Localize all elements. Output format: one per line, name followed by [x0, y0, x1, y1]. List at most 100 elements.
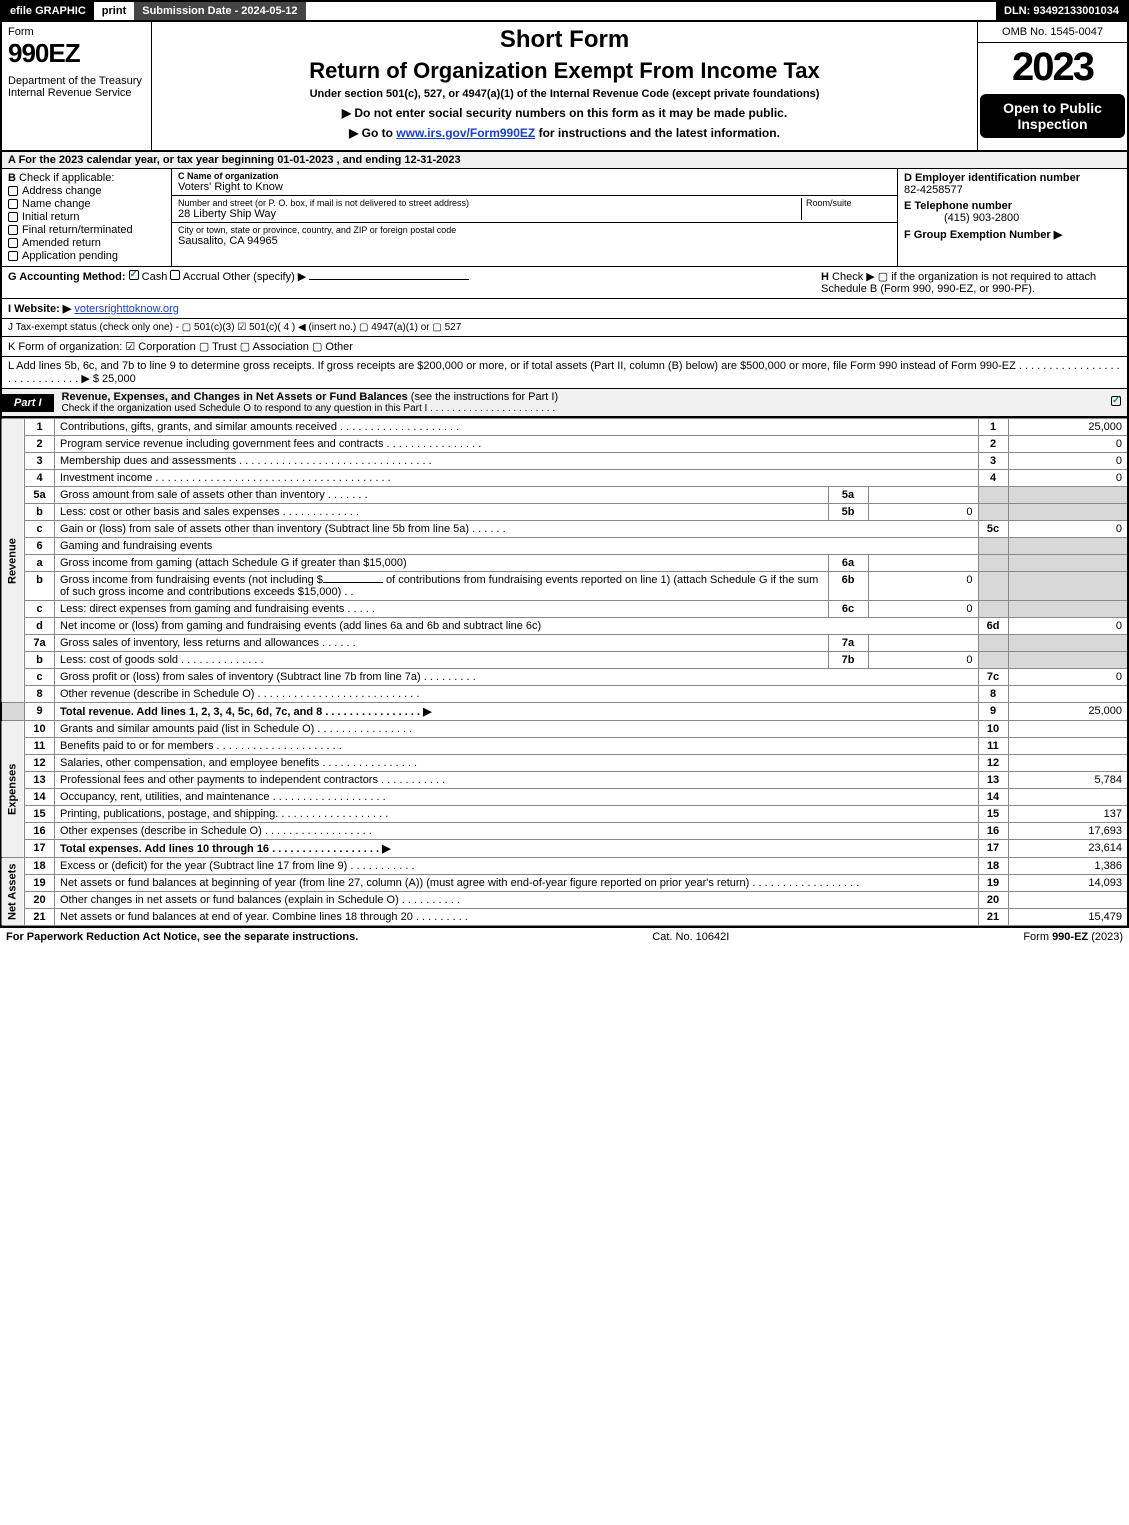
l-text: L Add lines 5b, 6c, and 7b to line 9 to … [8, 360, 1120, 385]
checkbox[interactable] [8, 238, 18, 248]
line-1-num: 1 [25, 419, 55, 436]
line-15-desc: Printing, publications, postage, and shi… [55, 806, 979, 823]
line-5c-num: c [25, 521, 55, 538]
line-20-col: 20 [978, 892, 1008, 909]
goto-pre: ▶ Go to [349, 126, 396, 140]
line-6c-shaded [978, 601, 1008, 618]
checkbox[interactable] [8, 251, 18, 261]
line-15-col: 15 [978, 806, 1008, 823]
ssn-warning: ▶ Do not enter social security numbers o… [160, 106, 969, 120]
top-bar: efile GRAPHIC print Submission Date - 20… [0, 0, 1129, 20]
line-11-col: 11 [978, 738, 1008, 755]
netassets-vertical-label: Net Assets [1, 858, 25, 926]
h-label: H [821, 271, 829, 283]
c-name-label: C Name of organization [178, 171, 279, 181]
print-label[interactable]: print [94, 2, 134, 20]
line-6a-num: a [25, 555, 55, 572]
line-16-desc: Other expenses (describe in Schedule O) … [55, 823, 979, 840]
line-15-num: 15 [25, 806, 55, 823]
line-17-col: 17 [978, 840, 1008, 858]
line-16-num: 16 [25, 823, 55, 840]
checkbox[interactable] [8, 212, 18, 222]
goto-line: ▶ Go to www.irs.gov/Form990EZ for instru… [160, 126, 969, 140]
line-4-num: 4 [25, 470, 55, 487]
line-a-text: A For the 2023 calendar year, or tax yea… [8, 154, 461, 166]
line-7c-val: 0 [1008, 669, 1128, 686]
line-10-desc: Grants and similar amounts paid (list in… [55, 721, 979, 738]
line-15-val: 137 [1008, 806, 1128, 823]
checkbox-label: Name change [22, 198, 91, 210]
line-8-num: 8 [25, 686, 55, 703]
checkbox[interactable] [8, 186, 18, 196]
line-7b-desc: Less: cost of goods sold . . . . . . . .… [55, 652, 829, 669]
line-3-desc: Membership dues and assessments . . . . … [55, 453, 979, 470]
section-i: I Website: ▶ votersrighttoknow.org [0, 298, 1129, 318]
line-6b-sub: 6b [828, 572, 868, 601]
line-6c-shaded2 [1008, 601, 1128, 618]
form-word: Form [8, 26, 145, 38]
g-accrual: Accrual [183, 271, 220, 283]
line-8-desc: Other revenue (describe in Schedule O) .… [55, 686, 979, 703]
line-12-val [1008, 755, 1128, 772]
irs-link[interactable]: www.irs.gov/Form990EZ [396, 126, 535, 140]
g-label: G Accounting Method: [8, 271, 126, 283]
section-g-h: G Accounting Method: Cash Accrual Other … [0, 266, 1129, 298]
i-label: I Website: ▶ [8, 303, 71, 315]
line-6b-shaded [978, 572, 1008, 601]
line-13-val: 5,784 [1008, 772, 1128, 789]
section-k: K Form of organization: ☑ Corporation ▢ … [0, 336, 1129, 356]
line-11-val [1008, 738, 1128, 755]
line-9-val: 25,000 [1008, 703, 1128, 721]
line-14-val [1008, 789, 1128, 806]
line-11-desc: Benefits paid to or for members . . . . … [55, 738, 979, 755]
section-j: J Tax-exempt status (check only one) - ▢… [0, 318, 1129, 336]
line-4-desc: Investment income . . . . . . . . . . . … [55, 470, 979, 487]
line-12-num: 12 [25, 755, 55, 772]
section-l: L Add lines 5b, 6c, and 7b to line 9 to … [0, 356, 1129, 388]
line-7b-shaded2 [1008, 652, 1128, 669]
line-5a-shaded2 [1008, 487, 1128, 504]
line-10-col: 10 [978, 721, 1008, 738]
line-6-shaded2 [1008, 538, 1128, 555]
b-checkbox-row: Application pending [8, 250, 165, 262]
submission-date: Submission Date - 2024-05-12 [134, 2, 305, 20]
website-link[interactable]: votersrighttoknow.org [74, 303, 179, 315]
b-checkbox-row: Initial return [8, 211, 165, 223]
line-18-col: 18 [978, 858, 1008, 875]
checkbox-label: Initial return [22, 211, 79, 223]
b-checkbox-row: Final return/terminated [8, 224, 165, 236]
checkbox-label: Final return/terminated [22, 224, 133, 236]
checkbox[interactable] [8, 199, 18, 209]
line-6b-subval: 0 [868, 572, 978, 601]
line-11-num: 11 [25, 738, 55, 755]
line-1-col: 1 [978, 419, 1008, 436]
part-1-checkbox[interactable] [1105, 396, 1127, 409]
checkbox-label: Address change [22, 185, 102, 197]
department: Department of the Treasury Internal Reve… [8, 75, 145, 99]
line-10-val [1008, 721, 1128, 738]
checkbox[interactable] [8, 225, 18, 235]
line-6a-desc: Gross income from gaming (attach Schedul… [55, 555, 829, 572]
line-21-val: 15,479 [1008, 909, 1128, 926]
line-6b-num: b [25, 572, 55, 601]
line-3-col: 3 [978, 453, 1008, 470]
b-checkbox-row: Amended return [8, 237, 165, 249]
footer-right-post: (2023) [1088, 931, 1123, 943]
line-7a-desc: Gross sales of inventory, less returns a… [55, 635, 829, 652]
dln-label: DLN: 93492133001034 [996, 2, 1127, 20]
checkbox-label: Application pending [22, 250, 118, 262]
footer-right: Form 990-EZ (2023) [1023, 931, 1123, 943]
line-14-col: 14 [978, 789, 1008, 806]
header-subtitle: Under section 501(c), 527, or 4947(a)(1)… [160, 88, 969, 100]
section-c: C Name of organization Voters' Right to … [172, 169, 897, 266]
accrual-checkbox[interactable] [170, 270, 180, 280]
omb-number: OMB No. 1545-0047 [978, 22, 1127, 43]
cash-checkbox[interactable] [129, 270, 139, 280]
line-18-desc: Excess or (deficit) for the year (Subtra… [55, 858, 979, 875]
d-ein-label: D Employer identification number [904, 172, 1080, 184]
line-4-col: 4 [978, 470, 1008, 487]
line-6b-desc: Gross income from fundraising events (no… [55, 572, 829, 601]
line-5b-shaded2 [1008, 504, 1128, 521]
part-1-title-text: Revenue, Expenses, and Changes in Net As… [62, 391, 408, 403]
footer-left: For Paperwork Reduction Act Notice, see … [6, 931, 358, 943]
